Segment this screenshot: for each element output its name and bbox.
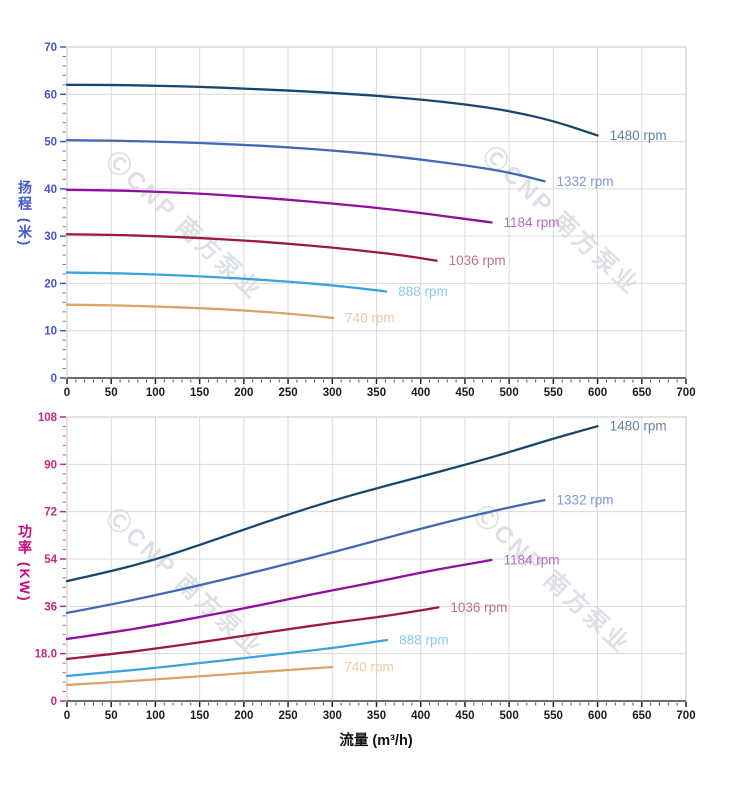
head-chart: 0 50 100 150 200 250 300 350 400 450 500 550 600 650 7… — [44, 42, 695, 399]
svg-text:300: 300 — [323, 387, 342, 399]
series-label-740-rpm: 740 rpm — [345, 310, 395, 325]
svg-text:500: 500 — [500, 710, 519, 722]
svg-text:20: 20 — [44, 278, 57, 290]
svg-text:350: 350 — [367, 710, 386, 722]
power-chart: 0 50 100 150 200 250 300 350 400 450 500 550 600 650 7… — [35, 412, 696, 722]
svg-text:50: 50 — [105, 710, 118, 722]
svg-text:150: 150 — [190, 387, 209, 399]
series-label-1036-rpm: 1036 rpm — [450, 600, 507, 615]
svg-text:600: 600 — [588, 387, 607, 399]
svg-text:600: 600 — [588, 710, 607, 722]
series-label-1332-rpm: 1332 rpm — [557, 493, 614, 508]
svg-text:40: 40 — [44, 184, 57, 196]
svg-text:10: 10 — [44, 326, 57, 338]
svg-text:72: 72 — [44, 507, 57, 519]
svg-text:300: 300 — [323, 710, 342, 722]
svg-text:550: 550 — [544, 710, 563, 722]
svg-text:200: 200 — [234, 387, 253, 399]
svg-text:54: 54 — [44, 554, 57, 566]
svg-text:150: 150 — [190, 710, 209, 722]
svg-text:100: 100 — [146, 710, 165, 722]
series-label-1480-rpm: 1480 rpm — [610, 128, 667, 143]
head-y-axis-title: 扬程 (米) — [17, 180, 33, 248]
svg-text:650: 650 — [632, 387, 651, 399]
svg-text:500: 500 — [500, 387, 519, 399]
series-label-1036-rpm: 1036 rpm — [449, 253, 506, 268]
series-label-1184-rpm: 1184 rpm — [503, 215, 559, 230]
svg-text:700: 700 — [676, 387, 695, 399]
series-label-888-rpm: 888 rpm — [398, 284, 448, 299]
svg-text:18.0: 18.0 — [35, 649, 57, 661]
svg-text:400: 400 — [411, 387, 430, 399]
svg-text:0: 0 — [64, 710, 70, 722]
svg-text:700: 700 — [676, 710, 695, 722]
svg-text:60: 60 — [44, 89, 57, 101]
power-y-axis-title: 功率 (KW) — [17, 524, 33, 603]
series-label-888-rpm: 888 rpm — [399, 632, 449, 647]
svg-text:0: 0 — [51, 373, 57, 385]
svg-text:0: 0 — [64, 387, 70, 399]
svg-text:400: 400 — [411, 710, 430, 722]
svg-text:36: 36 — [44, 601, 57, 613]
svg-text:250: 250 — [278, 710, 297, 722]
svg-text:70: 70 — [44, 42, 57, 54]
svg-text:108: 108 — [38, 412, 58, 424]
svg-text:0: 0 — [51, 696, 57, 708]
svg-text:50: 50 — [44, 137, 57, 149]
svg-text:350: 350 — [367, 387, 386, 399]
svg-text:50: 50 — [105, 387, 118, 399]
series-label-1332-rpm: 1332 rpm — [557, 174, 614, 189]
svg-text:90: 90 — [44, 459, 57, 471]
svg-text:100: 100 — [146, 387, 165, 399]
series-label-740-rpm: 740 rpm — [344, 660, 394, 675]
svg-text:550: 550 — [544, 387, 563, 399]
flow-x-axis-title: 流量 (m³/h) — [339, 733, 413, 749]
series-label-1184-rpm: 1184 rpm — [503, 553, 559, 568]
series-label-1480-rpm: 1480 rpm — [610, 419, 667, 434]
svg-text:450: 450 — [455, 710, 474, 722]
svg-text:200: 200 — [234, 710, 253, 722]
svg-text:250: 250 — [278, 387, 297, 399]
svg-text:30: 30 — [44, 231, 57, 243]
svg-text:450: 450 — [455, 387, 474, 399]
svg-text:650: 650 — [632, 710, 651, 722]
